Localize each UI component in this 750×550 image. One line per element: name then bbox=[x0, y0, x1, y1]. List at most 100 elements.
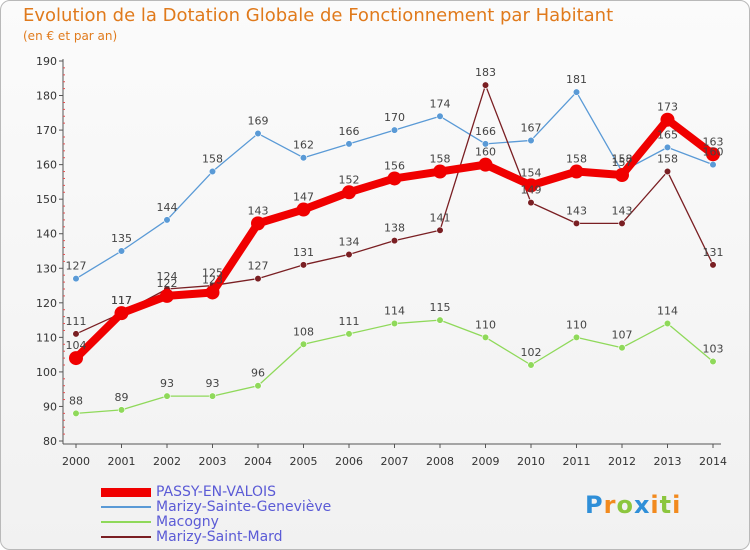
series-1-point-2005 bbox=[299, 154, 308, 162]
series-3-label-2006: 134 bbox=[339, 235, 360, 248]
series-layer bbox=[69, 81, 720, 417]
series-2-point-2005 bbox=[299, 340, 308, 348]
series-3-label-2010: 149 bbox=[521, 184, 542, 197]
series-1-label-2014: 160 bbox=[703, 146, 724, 159]
series-1-point-2002 bbox=[163, 216, 171, 224]
series-0-label-2008: 158 bbox=[430, 153, 451, 166]
series-1-label-2004: 169 bbox=[248, 115, 269, 128]
series-3-point-2009 bbox=[481, 81, 490, 89]
series-2-point-2004 bbox=[254, 382, 262, 390]
legend-label-1: Marizy-Sainte-Geneviève bbox=[156, 499, 332, 515]
series-2-label-2004: 96 bbox=[251, 367, 265, 380]
series-2-label-2001: 89 bbox=[115, 391, 129, 404]
series-2-label-2000: 88 bbox=[69, 394, 83, 407]
logo-letter-1: r bbox=[603, 491, 617, 519]
series-0-point-2001 bbox=[114, 306, 129, 321]
series-1-point-2008 bbox=[436, 112, 444, 120]
logo-letter-6: i bbox=[672, 491, 682, 519]
series-1-point-2014 bbox=[709, 161, 717, 169]
series-2-label-2011: 110 bbox=[566, 318, 587, 331]
series-0-point-2011 bbox=[569, 164, 584, 179]
legend-swatch-1 bbox=[101, 506, 151, 508]
series-0-label-2007: 156 bbox=[384, 159, 405, 172]
series-0-label-2002: 122 bbox=[157, 277, 178, 290]
series-1-label-2005: 162 bbox=[293, 139, 314, 152]
series-3-point-2011 bbox=[572, 219, 581, 227]
series-2-label-2010: 102 bbox=[521, 346, 542, 359]
series-0-point-2004 bbox=[251, 216, 265, 231]
proxiti-logo: Proxiti bbox=[585, 491, 681, 519]
series-1-label-2000: 127 bbox=[66, 260, 87, 273]
y-tick-label-90: 90 bbox=[43, 400, 57, 413]
legend-label-0: PASSY-EN-VALOIS bbox=[156, 484, 276, 500]
series-1-label-2012: 158 bbox=[612, 153, 633, 166]
series-2-label-2006: 111 bbox=[339, 315, 360, 328]
series-0-label-2011: 158 bbox=[566, 153, 587, 166]
series-1-point-2006 bbox=[345, 140, 353, 148]
series-1-point-2010 bbox=[527, 136, 535, 145]
series-3-label-2004: 127 bbox=[248, 260, 269, 273]
series-0-label-2004: 143 bbox=[248, 204, 269, 217]
y-tick-label-170: 170 bbox=[36, 124, 57, 137]
series-0-label-2014: 163 bbox=[703, 135, 724, 148]
series-2-label-2009: 110 bbox=[475, 318, 496, 331]
series-0-label-2005: 147 bbox=[293, 191, 314, 204]
series-0-label-2000: 104 bbox=[66, 339, 87, 352]
legend-swatch-2 bbox=[101, 521, 151, 523]
series-0-label-2012: 157 bbox=[612, 156, 633, 169]
series-1-point-2003 bbox=[208, 167, 217, 176]
series-1-point-2013 bbox=[663, 143, 672, 151]
series-3-label-2014: 131 bbox=[703, 246, 724, 259]
series-0-point-2003 bbox=[205, 285, 220, 300]
series-3-point-2010 bbox=[527, 199, 535, 207]
x-tick-label-2006: 2006 bbox=[335, 455, 363, 468]
series-2-point-2012 bbox=[618, 344, 626, 352]
series-3-label-2005: 131 bbox=[293, 246, 314, 259]
x-tick-label-2002: 2002 bbox=[153, 455, 181, 468]
legend-label-3: Marizy-Saint-Mard bbox=[156, 529, 283, 545]
series-2-point-2007 bbox=[390, 319, 399, 328]
x-tick-label-2008: 2008 bbox=[426, 455, 454, 468]
series-0-point-2009 bbox=[478, 157, 493, 172]
series-2-point-2011 bbox=[572, 333, 581, 341]
series-3-label-2013: 158 bbox=[657, 153, 678, 166]
y-tick-label-190: 190 bbox=[36, 55, 57, 68]
series-0-label-2010: 154 bbox=[521, 166, 542, 179]
x-tick-label-2009: 2009 bbox=[472, 455, 500, 468]
series-2-point-2013 bbox=[663, 319, 672, 328]
x-tick-label-2013: 2013 bbox=[654, 455, 682, 468]
series-0-point-2002 bbox=[160, 288, 174, 303]
y-tick-label-80: 80 bbox=[43, 435, 57, 448]
y-tick-label-150: 150 bbox=[36, 193, 57, 206]
x-tick-label-2005: 2005 bbox=[290, 455, 318, 468]
series-3-point-2012 bbox=[618, 219, 626, 227]
series-3-point-2006 bbox=[345, 250, 353, 259]
series-2-point-2002 bbox=[163, 392, 171, 400]
series-3-label-2011: 143 bbox=[566, 204, 587, 217]
logo-letter-3: x bbox=[633, 491, 651, 519]
series-1-point-2011 bbox=[572, 88, 581, 96]
series-3-label-2009: 183 bbox=[475, 66, 496, 79]
y-tick-label-140: 140 bbox=[36, 228, 57, 241]
series-1-label-2002: 144 bbox=[157, 201, 178, 214]
series-2-label-2014: 103 bbox=[703, 343, 724, 356]
series-0-point-2007 bbox=[387, 171, 402, 186]
series-1-label-2011: 181 bbox=[566, 73, 587, 86]
series-1-label-2001: 135 bbox=[111, 232, 132, 245]
series-3-label-2001: 117 bbox=[111, 294, 132, 307]
series-1-label-2010: 167 bbox=[521, 121, 542, 134]
series-1-point-2004 bbox=[254, 129, 262, 138]
series-2-point-2008 bbox=[436, 316, 444, 324]
logo-letter-0: P bbox=[585, 491, 604, 519]
x-tick-label-2001: 2001 bbox=[108, 455, 136, 468]
series-2-point-2010 bbox=[527, 361, 535, 369]
series-3-label-2003: 125 bbox=[202, 267, 223, 280]
series-0-point-2006 bbox=[342, 185, 356, 200]
series-2-label-2012: 107 bbox=[612, 329, 633, 342]
series-2-label-2005: 108 bbox=[293, 325, 314, 338]
series-3-point-2000 bbox=[72, 330, 80, 338]
x-tick-label-2014: 2014 bbox=[699, 455, 727, 468]
